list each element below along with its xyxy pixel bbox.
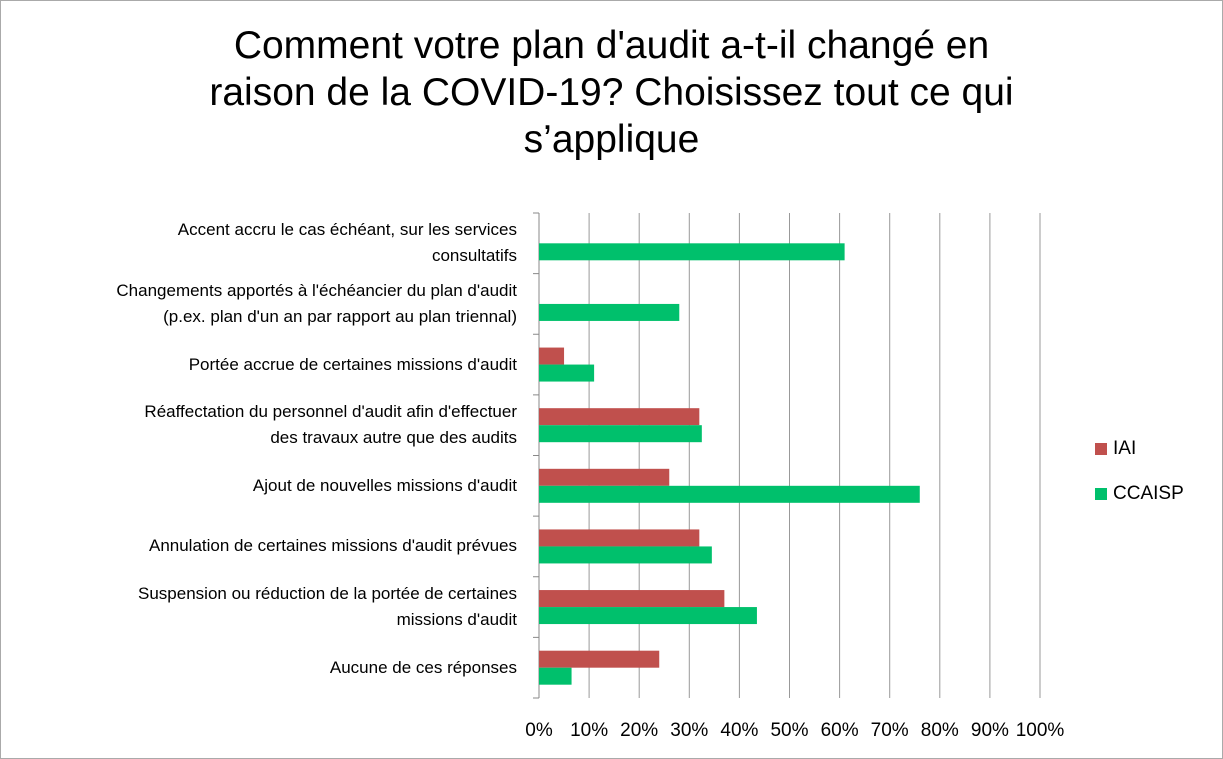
legend-swatch (1095, 488, 1107, 500)
x-tick-label: 70% (871, 720, 909, 741)
bar (539, 425, 702, 443)
bar (539, 529, 700, 547)
bar (539, 303, 680, 321)
bar (539, 667, 572, 685)
bar (539, 607, 757, 625)
x-tick-label: 0% (525, 720, 553, 741)
y-tick-label: Accent accru le cas échéant, sur les ser… (177, 220, 517, 266)
legend-label: CCAISP (1113, 483, 1184, 504)
x-tick-label: 20% (620, 720, 658, 741)
bar (539, 468, 670, 486)
legend-label: IAI (1113, 438, 1136, 459)
chart-title: Comment votre plan d'audit a-t-il changé… (209, 24, 1014, 161)
x-tick-label: 50% (770, 720, 808, 741)
x-tick-label: 30% (670, 720, 708, 741)
x-tick-label: 60% (821, 720, 859, 741)
y-tick-label: Aucune de ces réponses (329, 657, 517, 677)
bar (539, 485, 920, 503)
x-tick-label: 90% (971, 720, 1009, 741)
bar (539, 546, 712, 564)
bar (539, 650, 660, 668)
y-tick-label: Ajout de nouvelles missions d'audit (252, 475, 517, 495)
y-tick-label: Portée accrue de certaines missions d'au… (188, 354, 517, 374)
bar (539, 243, 845, 261)
bar (539, 408, 700, 426)
bar (539, 590, 725, 608)
bar (539, 347, 565, 365)
y-tick-label: Annulation de certaines missions d'audit… (148, 536, 517, 556)
y-tick-label: Réaffectation du personnel d'audit afin … (144, 402, 517, 448)
x-tick-label: 10% (570, 720, 608, 741)
legend-swatch (1095, 443, 1107, 455)
bar (539, 364, 595, 382)
y-tick-label: Changements apportés à l'échéancier du p… (116, 280, 517, 326)
x-tick-label: 80% (921, 720, 959, 741)
x-tick-label: 100% (1016, 720, 1065, 741)
y-tick-label: Suspension ou réduction de la portée de … (138, 584, 517, 630)
x-tick-label: 40% (720, 720, 758, 741)
